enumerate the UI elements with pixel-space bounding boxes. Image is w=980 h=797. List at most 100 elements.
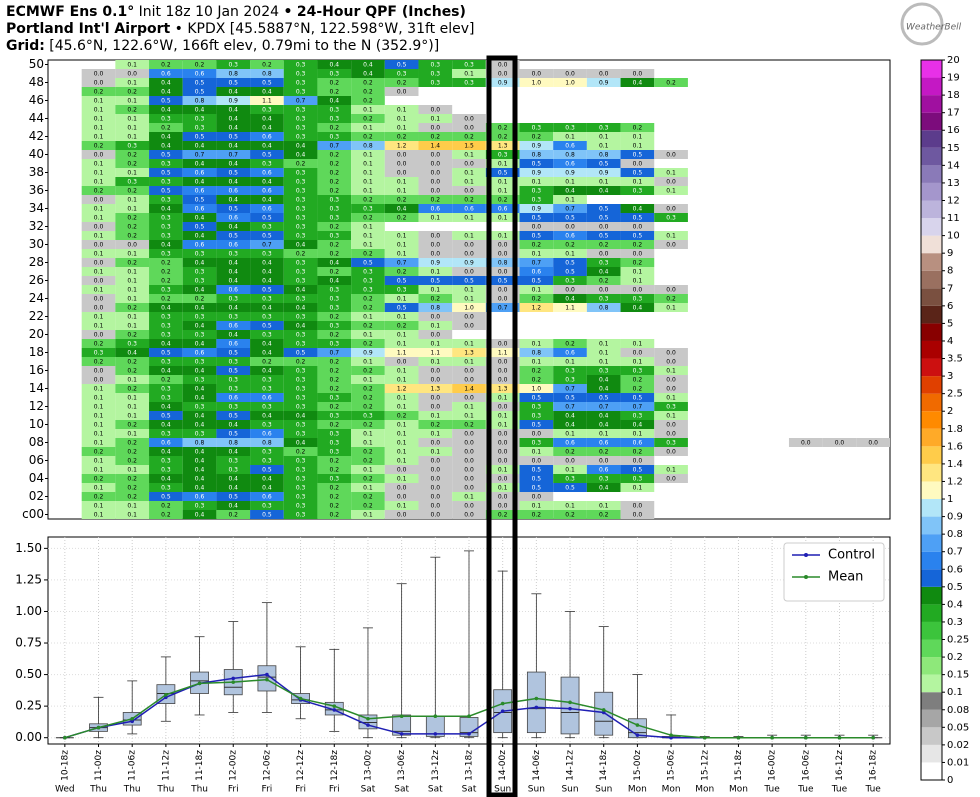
cell-label: 0.5 xyxy=(262,233,272,240)
series-point xyxy=(265,677,269,682)
cell-label: 0.2 xyxy=(330,80,340,87)
cell xyxy=(317,420,352,429)
colorbar-label: 0.15 xyxy=(947,670,969,681)
cell xyxy=(81,222,116,231)
cell xyxy=(452,132,486,141)
cell-label: 1.0 xyxy=(464,305,474,312)
cell-label: 0.0 xyxy=(666,350,676,357)
cell-label: 0.8 xyxy=(599,152,609,159)
cell xyxy=(182,267,217,276)
series-point xyxy=(164,692,168,697)
cell xyxy=(283,447,318,456)
series-point xyxy=(669,733,673,737)
cell-label: 0.1 xyxy=(532,287,542,294)
cell xyxy=(149,141,183,150)
cell xyxy=(149,483,183,492)
cell xyxy=(317,159,352,168)
series-point xyxy=(601,708,606,712)
cell xyxy=(553,285,587,294)
cell-label: 0.3 xyxy=(262,458,272,465)
cell xyxy=(149,447,183,456)
cell xyxy=(384,375,419,384)
colorbar-swatch xyxy=(921,762,942,780)
cell-label: 0.3 xyxy=(161,332,171,339)
cell xyxy=(149,177,183,186)
cell xyxy=(81,285,116,294)
cell-label: 0.3 xyxy=(633,296,643,303)
cell-label: 0.1 xyxy=(363,440,373,447)
cell-label: 0.6 xyxy=(228,287,238,294)
cell-label: 0.5 xyxy=(397,62,407,69)
cell-label: 0.6 xyxy=(464,206,474,213)
cell xyxy=(351,285,385,294)
row-label: 24 xyxy=(29,291,44,305)
cell xyxy=(283,213,318,222)
cell xyxy=(216,330,251,339)
cell xyxy=(553,420,587,429)
cell-label: 0.3 xyxy=(195,269,205,276)
cell-label: 0.1 xyxy=(464,152,474,159)
cell xyxy=(418,159,453,168)
cell-label: 0.4 xyxy=(161,107,171,114)
cell-label: 0.2 xyxy=(330,251,340,258)
cell xyxy=(81,402,116,411)
cell-label: 0.5 xyxy=(195,89,205,96)
cell-label: 0.1 xyxy=(127,170,137,177)
cell-label: 0.4 xyxy=(262,143,272,150)
cell xyxy=(250,312,284,321)
cell-label: 0.9 xyxy=(599,170,609,177)
cell-label: 0.4 xyxy=(599,188,609,195)
cell-label: 0.4 xyxy=(262,179,272,186)
cell-label: 0.0 xyxy=(431,458,441,465)
cell xyxy=(216,258,251,267)
cell-label: 0.1 xyxy=(94,215,104,222)
cell xyxy=(250,429,284,438)
cell xyxy=(81,150,116,159)
cell-label: 0.3 xyxy=(195,125,205,132)
cell xyxy=(283,60,318,69)
cell xyxy=(485,159,520,168)
cell xyxy=(250,123,284,132)
cell-label: 0.1 xyxy=(363,224,373,231)
cell xyxy=(384,132,419,141)
cell-label: 0.5 xyxy=(161,170,171,177)
cell xyxy=(553,393,587,402)
cell-label: 0.0 xyxy=(599,224,609,231)
cell-label: 0.2 xyxy=(127,449,137,456)
cell-label: 0.3 xyxy=(330,296,340,303)
cell-label: 0.4 xyxy=(161,206,171,213)
cell xyxy=(250,438,284,447)
cell-label: 0.3 xyxy=(296,260,306,267)
cell xyxy=(452,258,486,267)
cell-label: 0.1 xyxy=(94,170,104,177)
cell xyxy=(250,150,284,159)
cell xyxy=(384,123,419,132)
cell xyxy=(620,240,655,249)
cell xyxy=(553,78,587,87)
cell-label: 0.4 xyxy=(330,278,340,285)
cell-label: 0.2 xyxy=(330,152,340,159)
cell xyxy=(586,339,621,348)
cell-label: 0.1 xyxy=(464,494,474,501)
day-label: Fri xyxy=(329,785,340,795)
cell-label: 0.0 xyxy=(397,161,407,168)
cell-label: 0.3 xyxy=(262,107,272,114)
cell xyxy=(149,204,183,213)
cell-label: 0.1 xyxy=(397,422,407,429)
cell xyxy=(250,330,284,339)
cell-label: 0.4 xyxy=(363,71,373,78)
cell xyxy=(485,501,520,510)
row-label: 26 xyxy=(29,273,44,287)
cell xyxy=(384,393,419,402)
cell xyxy=(620,69,655,78)
cell-label: 0.5 xyxy=(228,80,238,87)
box xyxy=(560,676,580,735)
cell xyxy=(519,510,554,519)
cell xyxy=(216,177,251,186)
row-label: 42 xyxy=(29,129,44,143)
cell-label: 0.8 xyxy=(262,71,272,78)
cell-label: 0.2 xyxy=(330,386,340,393)
cell xyxy=(452,204,486,213)
cell-label: 0.0 xyxy=(464,251,474,258)
cell-label: 0.0 xyxy=(599,71,609,78)
